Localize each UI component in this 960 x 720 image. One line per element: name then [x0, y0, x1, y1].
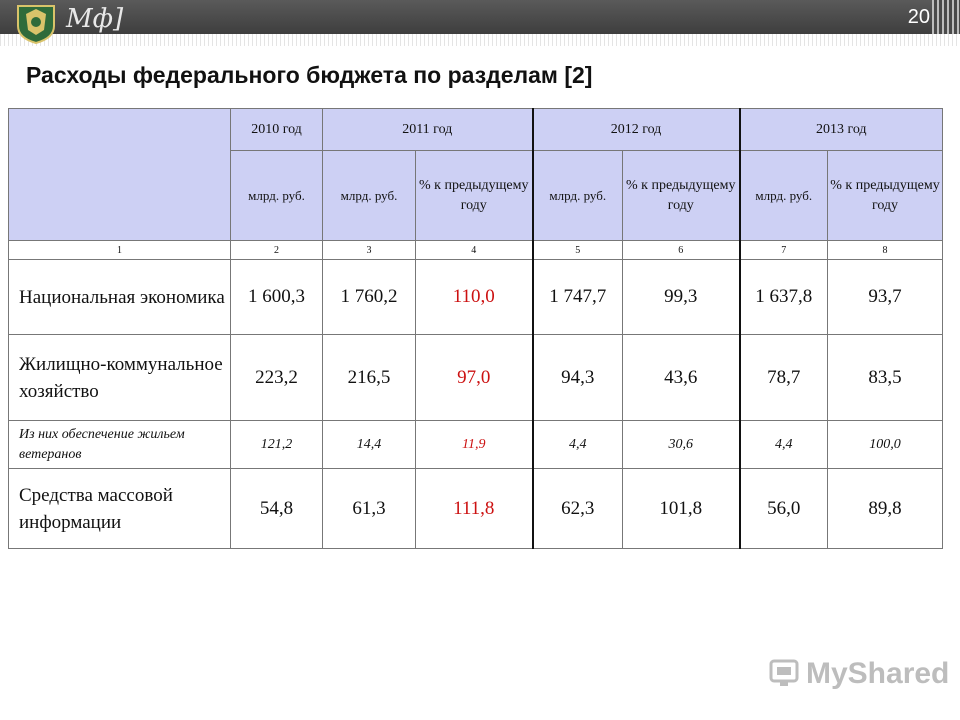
unit-header: млрд. руб. — [230, 150, 323, 241]
table-cell: 89,8 — [827, 468, 943, 549]
pct-header: % к предыдущему году — [415, 150, 533, 241]
table-row: Жилищно-коммунальное хозяйство 223,2 216… — [8, 334, 943, 421]
column-number: 2 — [230, 240, 323, 260]
pct-header: % к предыдущему году — [622, 150, 740, 241]
table-cell: 4,4 — [531, 420, 623, 469]
column-number: 7 — [738, 240, 828, 260]
table-cell: 223,2 — [230, 334, 323, 421]
row-label: Национальная экономика — [8, 259, 231, 335]
table-cell: 78,7 — [738, 334, 828, 421]
table-cell: 56,0 — [738, 468, 828, 549]
table-cell: 1 600,3 — [230, 259, 323, 335]
ministry-emblem-icon — [17, 5, 55, 44]
budget-table: 2010 год 2011 год 2012 год 2013 год млрд… — [8, 108, 943, 549]
table-cell: 43,6 — [622, 334, 740, 421]
logo-text: Мф] — [66, 4, 124, 34]
table-cell: 100,0 — [827, 420, 943, 469]
table-cell: 216,5 — [322, 334, 416, 421]
table-cell: 110,0 — [415, 259, 533, 335]
unit-header: млрд. руб. — [322, 150, 416, 241]
table-cell: 97,0 — [415, 334, 533, 421]
column-number: 1 — [8, 240, 231, 260]
year-2010-header: 2010 год — [230, 108, 323, 151]
table-cell: 4,4 — [738, 420, 828, 469]
column-number: 5 — [531, 240, 623, 260]
table-row: Национальная экономика 1 600,3 1 760,2 1… — [8, 259, 943, 335]
table-row: Средства массовой информации 54,8 61,3 1… — [8, 468, 943, 549]
pct-header: % к предыдущему году — [827, 150, 943, 241]
table-cell: 62,3 — [531, 468, 623, 549]
row-label: Из них обеспечение жильем ветеранов — [8, 420, 231, 469]
table-row: Из них обеспечение жильем ветеранов 121,… — [8, 420, 943, 469]
table-cell: 93,7 — [827, 259, 943, 335]
row-label: Средства массовой информации — [8, 468, 231, 549]
table-cell: 14,4 — [322, 420, 416, 469]
table-cell: 99,3 — [622, 259, 740, 335]
table-cell: 1 637,8 — [738, 259, 828, 335]
year-2013-header: 2013 год — [738, 108, 943, 151]
table-cell: 1 747,7 — [531, 259, 623, 335]
table-cell: 111,8 — [415, 468, 533, 549]
year-2011-header: 2011 год — [322, 108, 533, 151]
table-cell: 101,8 — [622, 468, 740, 549]
table-cell: 1 760,2 — [322, 259, 416, 335]
page-number: 20 — [907, 6, 930, 28]
column-number: 4 — [415, 240, 533, 260]
table-cell: 121,2 — [230, 420, 323, 469]
row-label: Жилищно-коммунальное хозяйство — [8, 334, 231, 421]
column-number: 8 — [827, 240, 943, 260]
table-cell: 11,9 — [415, 420, 533, 469]
watermark-text: MyShared — [806, 657, 950, 690]
myshared-logo-icon — [769, 659, 799, 686]
slide-title: Расходы федерального бюджета по разделам… — [26, 62, 593, 88]
column-number: 3 — [322, 240, 416, 260]
table-cell: 83,5 — [827, 334, 943, 421]
table-cell: 30,6 — [622, 420, 740, 469]
column-number: 6 — [622, 240, 740, 260]
slide-header-bar — [0, 0, 960, 34]
unit-header: млрд. руб. — [531, 150, 623, 241]
header-stripes — [0, 34, 960, 46]
header-stripes-right — [932, 0, 960, 34]
unit-header: млрд. руб. — [738, 150, 828, 241]
table-cell: 61,3 — [322, 468, 416, 549]
table-cell: 54,8 — [230, 468, 323, 549]
year-2012-header: 2012 год — [531, 108, 740, 151]
table-cell: 94,3 — [531, 334, 623, 421]
header-empty-cell — [8, 108, 231, 241]
